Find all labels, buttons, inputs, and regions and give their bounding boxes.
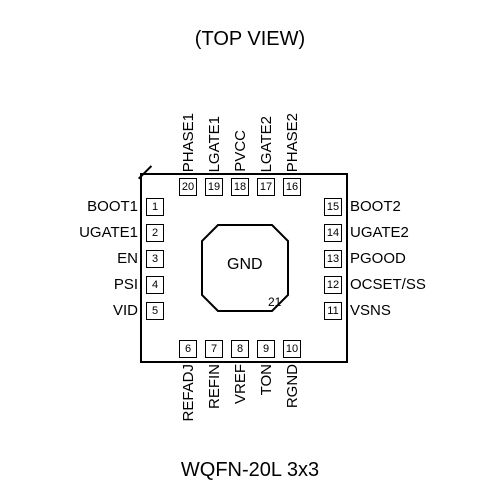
pin-label-11: VSNS: [350, 302, 391, 319]
pin-label-10: RGND: [284, 364, 301, 408]
pin-label-3: EN: [117, 250, 138, 267]
pin-19: 19: [205, 178, 223, 196]
pin-6: 6: [179, 340, 197, 358]
pin-16: 16: [283, 178, 301, 196]
pin-label-6: REFADJ: [180, 364, 197, 422]
pad-number: 21: [268, 295, 281, 309]
pad-label: GND: [227, 256, 263, 274]
pin-label-15: BOOT2: [350, 198, 401, 215]
pin-17: 17: [257, 178, 275, 196]
pin-7: 7: [205, 340, 223, 358]
pin-label-7: REFIN: [206, 364, 223, 409]
pin-9: 9: [257, 340, 275, 358]
pin-label-9: TON: [258, 364, 275, 395]
pin-label-18: PVCC: [232, 130, 249, 172]
pin-11: 11: [324, 302, 342, 320]
pin-18: 18: [231, 178, 249, 196]
pin-10: 10: [283, 340, 301, 358]
pin-label-2: UGATE1: [79, 224, 138, 241]
pin-5: 5: [146, 302, 164, 320]
pin-1: 1: [146, 198, 164, 216]
pin-label-20: PHASE1: [180, 113, 197, 172]
pin-3: 3: [146, 250, 164, 268]
pin-label-4: PSI: [114, 276, 138, 293]
pin-20: 20: [179, 178, 197, 196]
pin-label-19: LGATE1: [206, 116, 223, 172]
pin-label-8: VREF: [232, 364, 249, 404]
pin-13: 13: [324, 250, 342, 268]
pin-label-5: VID: [113, 302, 138, 319]
package-name: WQFN-20L 3x3: [181, 459, 319, 482]
pin-label-17: LGATE2: [258, 116, 275, 172]
pin-14: 14: [324, 224, 342, 242]
title: (TOP VIEW): [195, 28, 305, 51]
pin-label-12: OCSET/SS: [350, 276, 426, 293]
pin-label-14: UGATE2: [350, 224, 409, 241]
pin-15: 15: [324, 198, 342, 216]
pin-label-16: PHASE2: [284, 113, 301, 172]
pin-label-1: BOOT1: [87, 198, 138, 215]
pinout-diagram: (TOP VIEW) WQFN-20L 3x3 GND 21 1 BOOT1 2 UG…: [0, 0, 500, 500]
pin-12: 12: [324, 276, 342, 294]
pin-4: 4: [146, 276, 164, 294]
pin-2: 2: [146, 224, 164, 242]
pin-label-13: PGOOD: [350, 250, 406, 267]
pin-8: 8: [231, 340, 249, 358]
